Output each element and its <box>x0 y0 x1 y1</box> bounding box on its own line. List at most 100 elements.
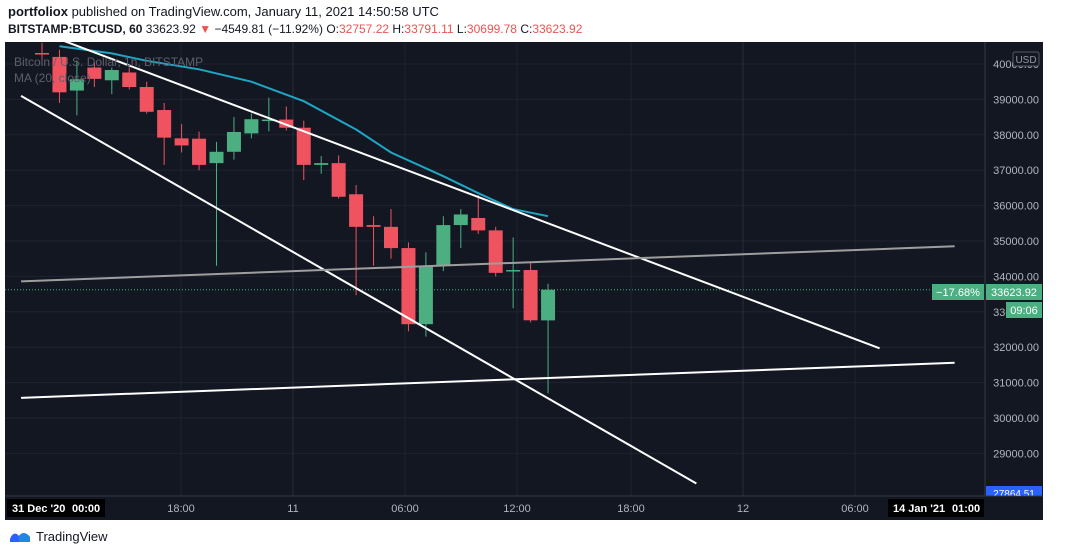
candle-body <box>436 225 451 266</box>
price-tick-label: 29000.00 <box>993 448 1039 460</box>
candle-body <box>209 151 224 164</box>
candle[interactable] <box>314 156 329 174</box>
candle[interactable] <box>52 49 67 103</box>
candle[interactable] <box>331 155 346 199</box>
candle[interactable] <box>488 226 503 277</box>
currency-badge[interactable] <box>1012 51 1040 67</box>
candle[interactable] <box>506 237 521 309</box>
time-tick-label: 18:00 <box>617 503 645 515</box>
percent-change-text: −17.68% <box>936 287 980 299</box>
candle-body <box>506 270 521 272</box>
candle[interactable] <box>226 117 241 160</box>
candle[interactable] <box>69 60 84 116</box>
candle-body <box>488 230 503 273</box>
moving-average-group <box>59 45 549 218</box>
candle[interactable] <box>436 216 451 272</box>
candle[interactable] <box>453 209 468 249</box>
candle[interactable] <box>244 113 259 139</box>
publish-header: portfoliox published on TradingView.com,… <box>8 4 439 19</box>
candle[interactable] <box>157 102 172 165</box>
start-time-label: 00:00 <box>72 503 100 515</box>
candle-body <box>87 67 102 79</box>
open-label: O: <box>326 22 339 36</box>
ohlc-header: BITSTAMP:BTCUSD, 60 33623.92 ▼ −4549.81 … <box>8 22 582 36</box>
candle[interactable] <box>471 194 486 234</box>
price-axis-background[interactable] <box>985 42 1043 520</box>
tradingview-logo-icon <box>10 533 30 542</box>
candle[interactable] <box>174 124 189 153</box>
open-value: 32757.22 <box>338 22 390 36</box>
tradingview-brand[interactable]: TradingView <box>9 529 108 544</box>
candle-body <box>418 265 433 325</box>
candle-body <box>174 138 189 146</box>
candle[interactable] <box>104 67 119 95</box>
change-value: −4549.81 (−11.92%) <box>214 22 323 36</box>
time-tick-label: 06:00 <box>841 503 869 515</box>
candle[interactable] <box>418 252 433 337</box>
candle-body <box>104 70 119 81</box>
candle-body <box>296 127 311 165</box>
brand-name: TradingView <box>36 529 108 544</box>
time-tick-label: 11 <box>287 503 298 515</box>
last-price: 33623.92 <box>145 22 196 36</box>
low-label: L: <box>456 22 467 36</box>
candles-group[interactable] <box>35 42 556 394</box>
price-chart[interactable]: Bitcoin / U.S. Dollar, 1h, BITSTAMP MA (… <box>5 38 1043 520</box>
candle-body <box>157 110 172 138</box>
upper-channel-line[interactable] <box>59 38 880 350</box>
candle-body <box>453 214 468 226</box>
legend-title: Bitcoin / U.S. Dollar, 1h, BITSTAMP <box>14 55 203 69</box>
countdown-tag <box>1006 302 1042 318</box>
start-date-label-box <box>7 499 105 517</box>
candle-body <box>314 163 329 165</box>
candle[interactable] <box>139 81 154 114</box>
candle[interactable] <box>35 42 49 66</box>
drawn-lines-group[interactable] <box>20 38 955 485</box>
countdown-text: 09:06 <box>1010 305 1038 317</box>
candle[interactable] <box>349 185 364 296</box>
price-tick-label: 30000.00 <box>993 413 1039 425</box>
percent-change-tag <box>932 284 984 300</box>
candle[interactable] <box>541 283 556 394</box>
support-line[interactable] <box>21 361 955 399</box>
candle-body <box>384 226 398 249</box>
price-tick-label: 38000.00 <box>993 130 1039 142</box>
legend-ma: MA (20, close) <box>14 71 91 85</box>
candle[interactable] <box>87 62 102 88</box>
candle-body <box>52 56 67 93</box>
price-tick-label: 37000.00 <box>993 165 1039 177</box>
gray-horizontal-line[interactable] <box>21 245 955 283</box>
close-value: 33623.92 <box>532 22 583 36</box>
start-date-label: 31 Dec '20 <box>12 503 65 515</box>
change-arrow: ▼ <box>199 22 212 36</box>
candle[interactable] <box>366 216 381 266</box>
candle-body <box>35 53 49 55</box>
high-label: H: <box>392 22 405 36</box>
chart-area[interactable]: Bitcoin / U.S. Dollar, 1h, BITSTAMP MA (… <box>5 38 1043 520</box>
candle[interactable] <box>261 97 276 132</box>
price-tick-label: 31000.00 <box>993 378 1039 390</box>
candle-body <box>226 131 241 152</box>
candle[interactable] <box>384 209 398 259</box>
candle-body <box>139 87 154 112</box>
lower-channel-line[interactable] <box>20 94 697 485</box>
time-axis-background[interactable] <box>5 496 1043 520</box>
time-tick-label: 18:00 <box>167 503 195 515</box>
candle[interactable] <box>122 67 137 90</box>
time-axis[interactable]: 18:00 11 06:00 12:00 18:00 12 06:00 <box>167 503 869 515</box>
candle[interactable] <box>192 131 207 171</box>
time-tick-label: 06:00 <box>391 503 419 515</box>
symbol-label: BITSTAMP:BTCUSD, 60 <box>8 22 143 36</box>
candle[interactable] <box>523 262 538 323</box>
time-tick-label: 12 <box>737 503 749 515</box>
author-name[interactable]: portfoliox <box>8 4 68 19</box>
candle-body <box>261 119 276 122</box>
moving-average-line[interactable] <box>59 45 549 218</box>
price-tick-label: 39000.00 <box>993 94 1039 106</box>
price-tick-label: 35000.00 <box>993 236 1039 248</box>
price-tick-label: 34000.00 <box>993 271 1039 283</box>
candle-body <box>471 217 486 231</box>
candle[interactable] <box>209 141 224 266</box>
candle-body <box>349 194 364 227</box>
last-price-tag <box>986 284 1042 300</box>
